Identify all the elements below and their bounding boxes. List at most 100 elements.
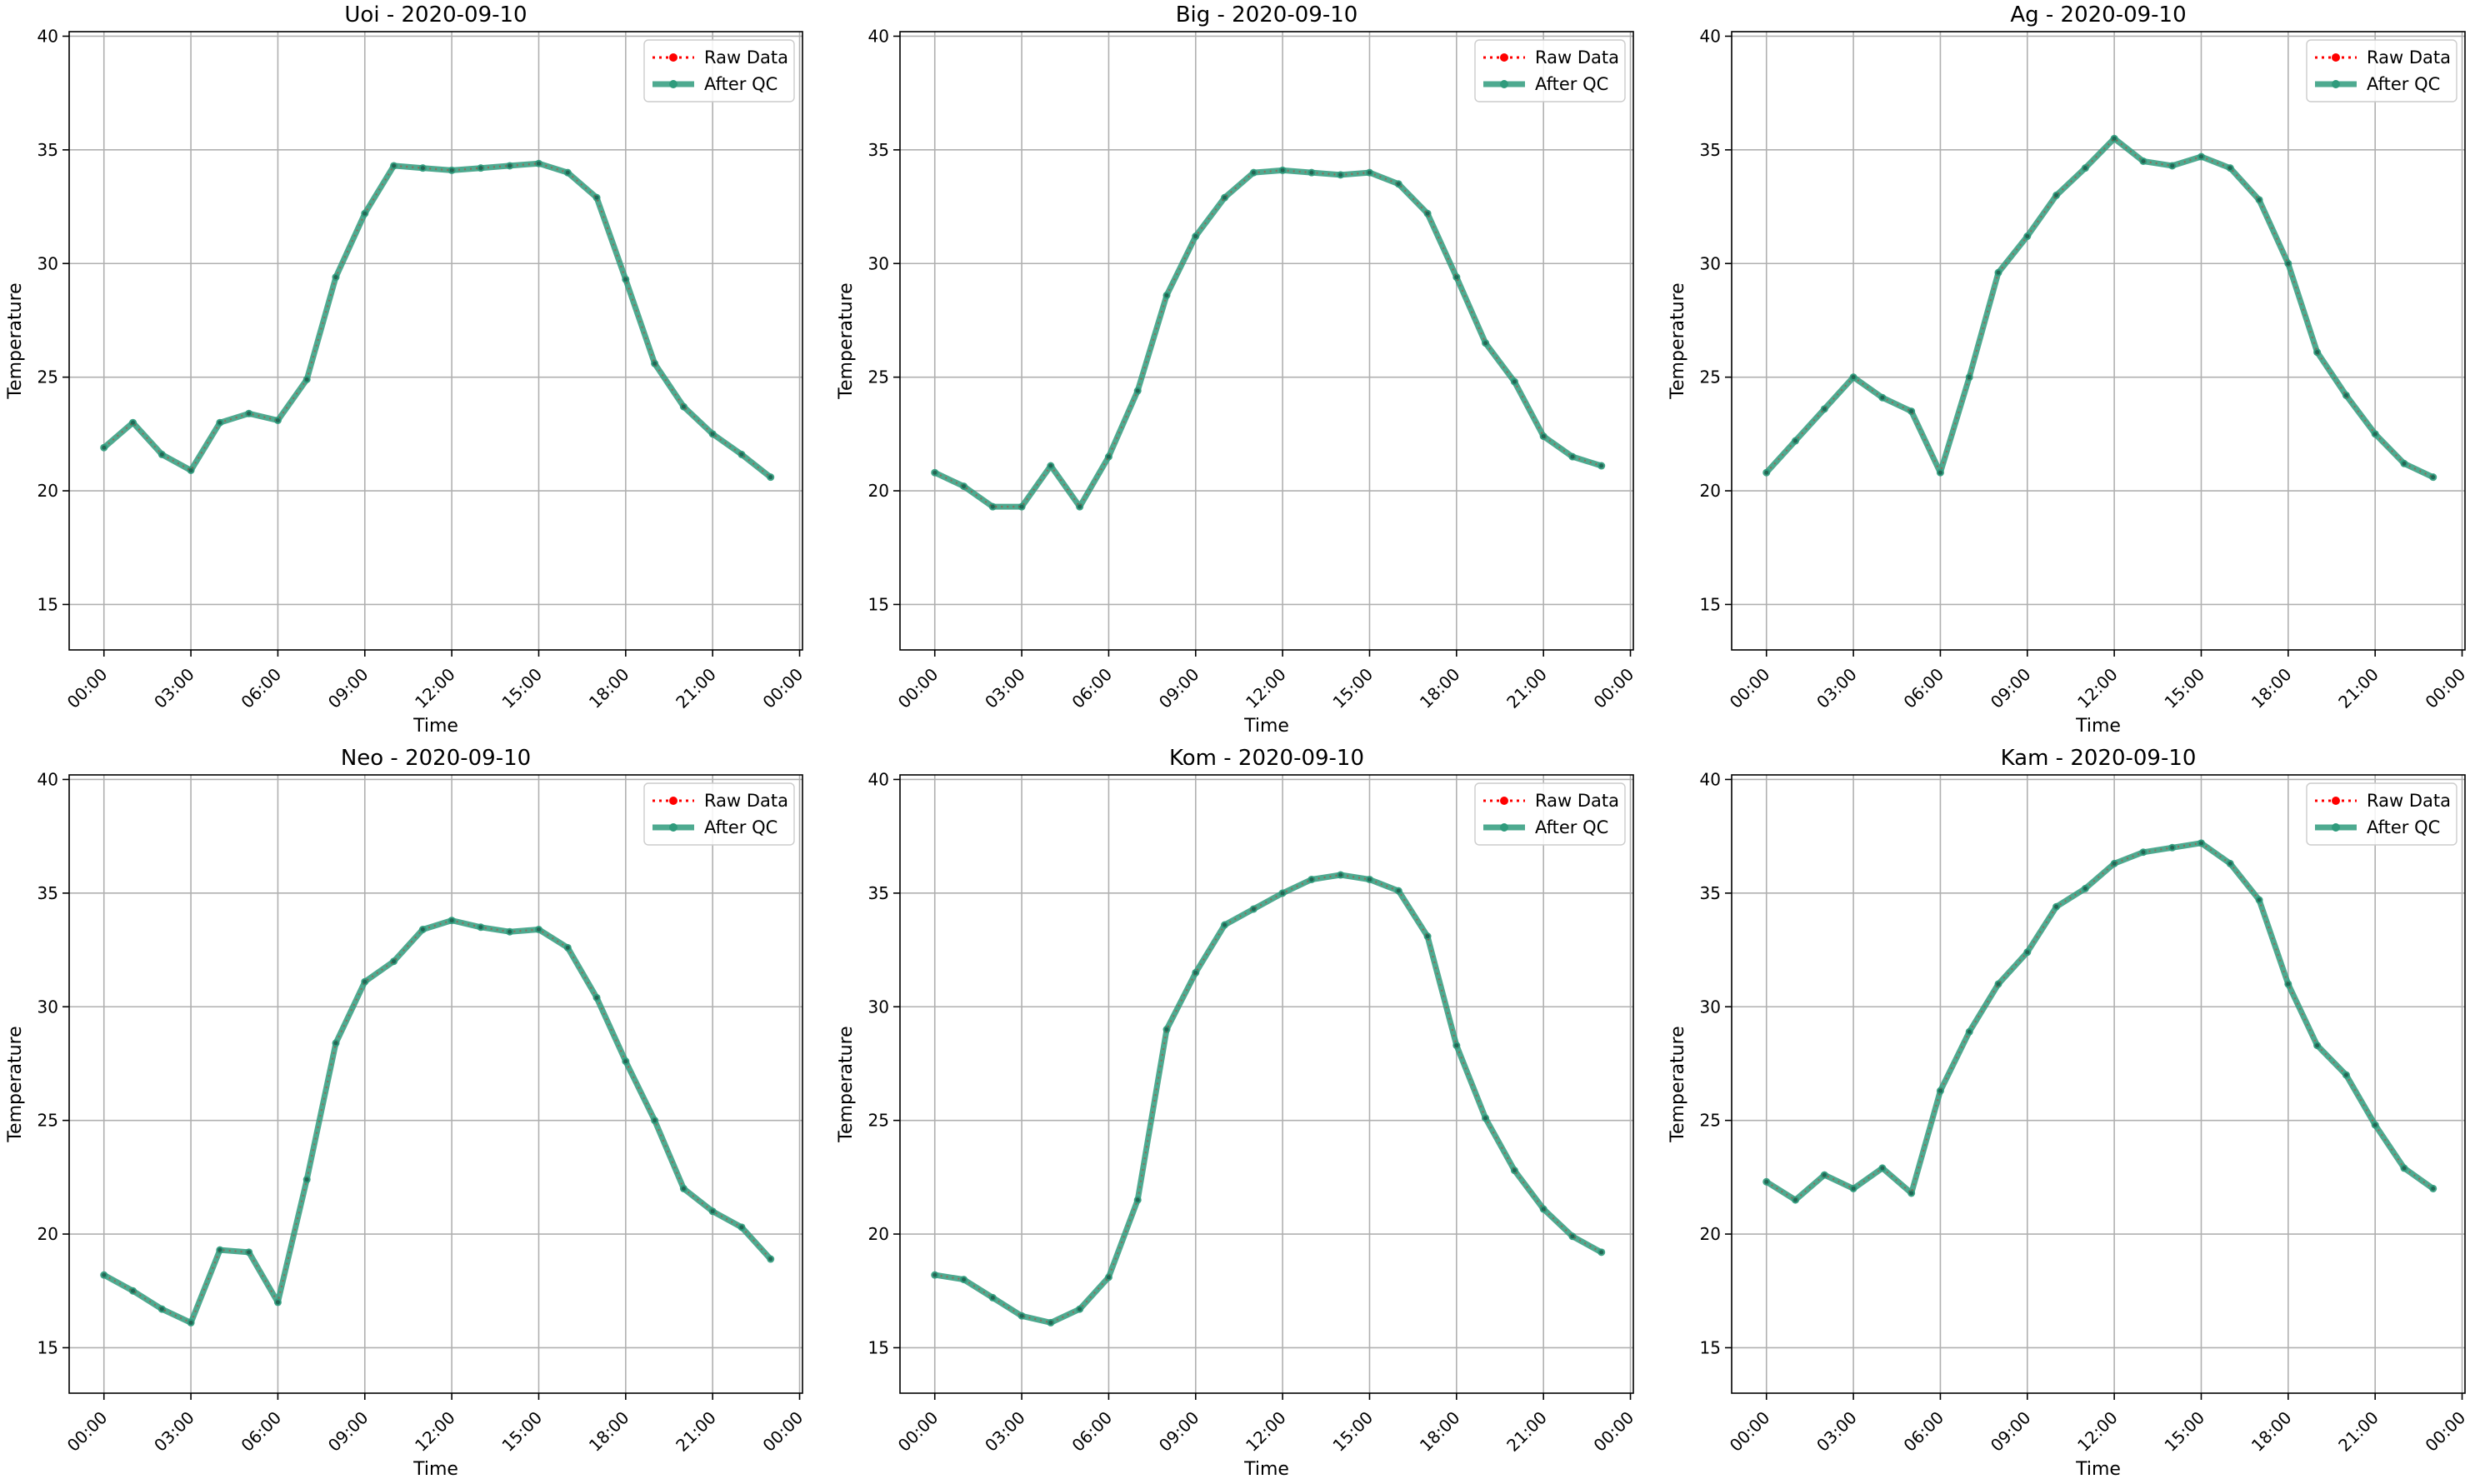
raw-data-point bbox=[1880, 395, 1885, 400]
x-tick-label: 03:00 bbox=[1812, 1407, 1861, 1456]
raw-data-point bbox=[102, 1272, 107, 1277]
y-tick-label: 40 bbox=[868, 26, 889, 46]
raw-data-point bbox=[2431, 1186, 2436, 1191]
raw-data-point bbox=[710, 432, 715, 437]
legend-label-raw: Raw Data bbox=[1535, 791, 1619, 811]
raw-data-point bbox=[333, 275, 338, 280]
after-qc-line bbox=[933, 167, 1602, 510]
x-tick-label: 12:00 bbox=[2073, 664, 2122, 712]
raw-data-point bbox=[2343, 392, 2348, 397]
y-tick-label: 35 bbox=[1700, 883, 1721, 903]
subplot-2: 15 20 25 30 35 40 00:00 03:00 06:00 09:00 12:00 15:… bbox=[836, 2, 1638, 737]
x-tick-label: 00:00 bbox=[894, 1407, 942, 1456]
y-tick-label: 25 bbox=[38, 1111, 58, 1131]
x-tick-label: 21:00 bbox=[1502, 1407, 1551, 1456]
y-tick-label: 20 bbox=[38, 481, 58, 501]
raw-data-point bbox=[1019, 1313, 1024, 1318]
raw-data-point bbox=[1880, 1166, 1885, 1171]
raw-data-point bbox=[362, 979, 368, 984]
subplot-5: 15 20 25 30 35 40 00:00 03:00 06:00 09:00 12:00 15:… bbox=[836, 746, 1638, 1480]
raw-data-point bbox=[2112, 136, 2117, 141]
axes-frame bbox=[68, 774, 803, 1394]
raw-data-point bbox=[2228, 861, 2232, 866]
x-tick-label: 00:00 bbox=[1590, 664, 1638, 712]
legend: Raw Data After QC bbox=[2306, 39, 2458, 102]
legend-label-raw: Raw Data bbox=[2367, 791, 2451, 811]
axes-frame bbox=[1731, 31, 2466, 651]
raw-data-point bbox=[2257, 197, 2262, 202]
legend-raw-marker bbox=[669, 797, 678, 805]
x-axis-label: Time bbox=[2075, 716, 2121, 737]
legend-raw-marker bbox=[2332, 797, 2340, 805]
y-tick-label: 35 bbox=[1700, 140, 1721, 160]
raw-data-point bbox=[1135, 388, 1140, 393]
raw-data-line bbox=[1765, 137, 2434, 478]
legend-label-qc: After QC bbox=[1535, 74, 1608, 94]
raw-data-point bbox=[1078, 504, 1082, 509]
legend-raw-marker bbox=[1500, 53, 1508, 62]
raw-data-point bbox=[1193, 970, 1198, 975]
raw-data-point bbox=[1570, 1234, 1575, 1239]
raw-data-point bbox=[1193, 234, 1198, 239]
legend-qc-marker bbox=[1500, 80, 1508, 88]
x-tick-label: 15:00 bbox=[2160, 1407, 2208, 1456]
raw-data-point bbox=[1222, 195, 1228, 200]
x-tick-label: 00:00 bbox=[2422, 664, 2470, 712]
legend: Raw Data After QC bbox=[1474, 782, 1626, 846]
raw-data-point bbox=[247, 1250, 252, 1255]
raw-data-point bbox=[420, 166, 425, 171]
x-tick-label: 00:00 bbox=[894, 664, 942, 712]
raw-data-line bbox=[102, 162, 772, 478]
y-tick-label: 20 bbox=[1700, 1224, 1721, 1244]
raw-data-point bbox=[2198, 841, 2203, 846]
raw-data-point bbox=[1764, 1179, 1769, 1184]
raw-data-point bbox=[392, 959, 397, 964]
y-tick-label: 20 bbox=[1700, 481, 1721, 501]
raw-data-point bbox=[594, 195, 599, 200]
plot-area bbox=[1732, 775, 2465, 1393]
legend-label-raw: Raw Data bbox=[704, 791, 788, 811]
x-tick-label: 06:00 bbox=[1899, 664, 1948, 712]
legend: Raw Data After QC bbox=[2306, 782, 2458, 846]
y-tick-label: 30 bbox=[1700, 997, 1721, 1017]
raw-data-point bbox=[652, 1118, 658, 1123]
raw-data-point bbox=[2112, 861, 2117, 866]
plot-area bbox=[69, 775, 802, 1393]
raw-data-point bbox=[1338, 872, 1343, 877]
x-tick-label: 09:00 bbox=[1155, 664, 1203, 712]
raw-data-point bbox=[1106, 454, 1111, 459]
subplot-title: Uoi - 2020-09-10 bbox=[344, 2, 527, 27]
y-axis-label: Temperature bbox=[836, 1026, 857, 1142]
raw-data-point bbox=[1851, 1186, 1856, 1191]
legend-label-qc: After QC bbox=[2367, 817, 2440, 837]
subplot-title: Big - 2020-09-10 bbox=[1176, 2, 1358, 27]
y-axis-label: Temperature bbox=[836, 282, 857, 399]
raw-data-point bbox=[247, 411, 252, 416]
raw-data-point bbox=[739, 1225, 744, 1230]
x-tick-label: 03:00 bbox=[981, 1407, 1029, 1456]
legend: Raw Data After QC bbox=[643, 782, 795, 846]
x-tick-label: 06:00 bbox=[1899, 1407, 1948, 1456]
after-qc-line bbox=[102, 160, 772, 480]
axes-frame bbox=[1731, 774, 2466, 1394]
raw-data-line bbox=[934, 873, 1602, 1324]
x-tick-label: 06:00 bbox=[1068, 1407, 1116, 1456]
raw-data-point bbox=[131, 1288, 136, 1293]
raw-data-point bbox=[768, 475, 773, 480]
raw-data-point bbox=[159, 1307, 164, 1312]
x-axis-label: Time bbox=[1243, 716, 1289, 737]
subplot-title: Kam - 2020-09-10 bbox=[2001, 746, 2197, 771]
raw-data-point bbox=[1048, 1320, 1053, 1325]
raw-data-point bbox=[2402, 1166, 2407, 1171]
raw-data-point bbox=[1512, 1168, 1517, 1173]
raw-data-point bbox=[739, 452, 744, 457]
legend-label-qc: After QC bbox=[2367, 74, 2440, 94]
raw-data-point bbox=[2402, 461, 2407, 466]
x-tick-label: 21:00 bbox=[2334, 664, 2382, 712]
raw-data-point bbox=[2054, 192, 2059, 197]
raw-data-point bbox=[2054, 904, 2059, 909]
raw-data-point bbox=[2343, 1072, 2348, 1077]
raw-data-point bbox=[2286, 261, 2291, 266]
plot-area bbox=[69, 32, 802, 650]
raw-data-point bbox=[478, 925, 483, 930]
